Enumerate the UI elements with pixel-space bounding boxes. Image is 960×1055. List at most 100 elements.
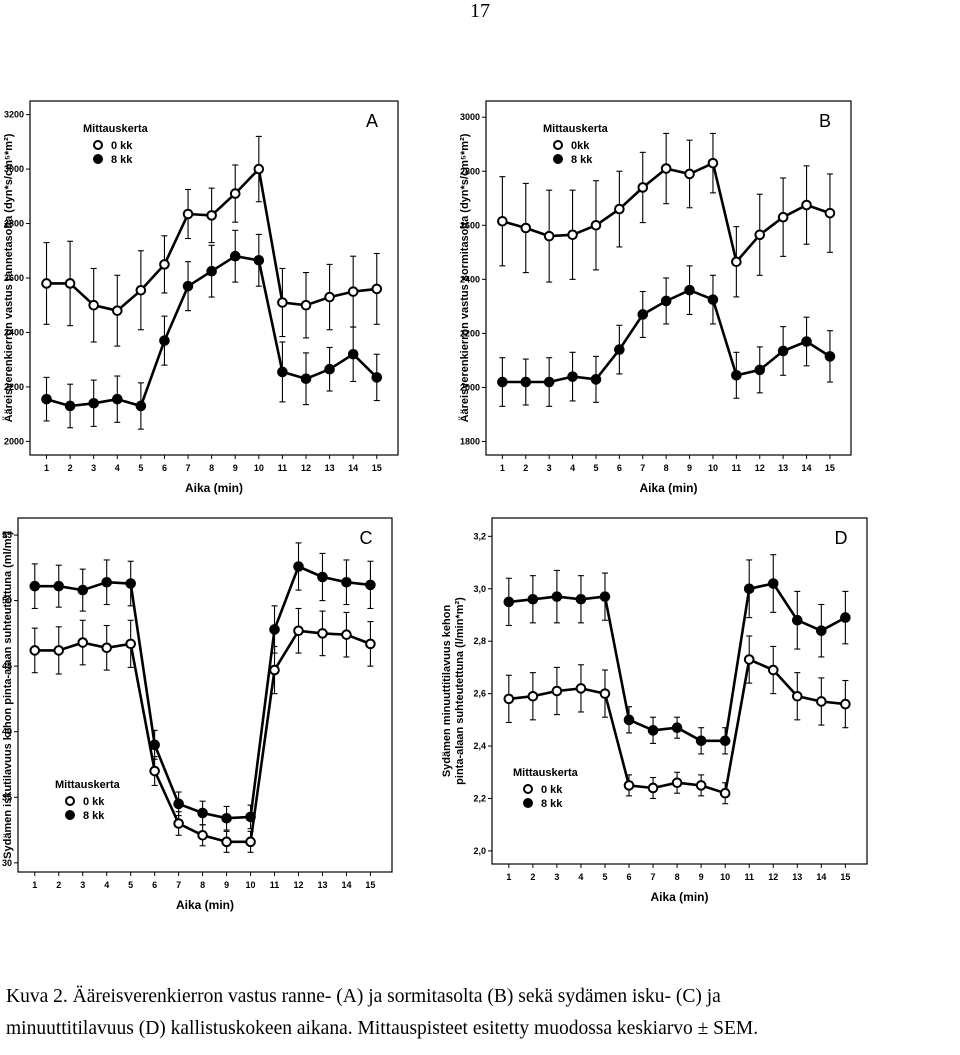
legend-title: Mittauskerta — [83, 123, 149, 135]
y-tick-label: 55 — [2, 530, 12, 540]
y-tick-label: 2800 — [460, 166, 480, 176]
y-tick-label: 2400 — [460, 274, 480, 284]
data-point — [575, 683, 587, 694]
data-point — [527, 690, 539, 702]
series-filled — [503, 554, 851, 755]
data-point — [623, 714, 635, 726]
x-tick-label: 10 — [708, 463, 718, 473]
data-point — [497, 215, 508, 227]
data-point — [767, 578, 779, 589]
data-point — [707, 294, 719, 305]
y-tick-label: 3,0 — [473, 584, 486, 594]
y-tick-label: 2200 — [4, 382, 24, 392]
data-point — [497, 376, 508, 388]
x-tick-label: 9 — [699, 872, 704, 882]
x-axis-label: Aika (min) — [176, 898, 234, 912]
data-point — [567, 229, 578, 241]
plot-frame — [491, 517, 868, 865]
x-tick-label: 5 — [128, 880, 133, 890]
series-filled — [41, 229, 383, 430]
data-point — [695, 780, 707, 791]
data-point — [371, 372, 383, 383]
y-tick-label: 2,8 — [473, 636, 486, 646]
data-point — [324, 291, 335, 303]
data-point — [365, 579, 376, 591]
y-tick-label: 2400 — [4, 327, 24, 337]
legend-marker — [65, 796, 75, 806]
data-point — [801, 336, 812, 347]
data-point — [543, 376, 555, 388]
legend-title: Mittauskerta — [543, 123, 609, 135]
y-tick-label: 3000 — [4, 164, 24, 174]
data-point — [341, 629, 352, 640]
x-tick-label: 1 — [506, 872, 511, 882]
data-point — [269, 664, 280, 676]
x-axis-label: Aika (min) — [185, 481, 243, 495]
x-tick-label: 14 — [348, 463, 358, 473]
x-tick-label: 8 — [675, 872, 680, 882]
data-point — [754, 364, 766, 376]
figure-caption: Kuva 2. Ääreisverenkierron vastus ranne-… — [6, 981, 956, 1045]
x-axis-label: Aika (min) — [639, 481, 697, 495]
data-point — [503, 596, 515, 608]
data-point — [317, 571, 328, 583]
data-point — [707, 157, 719, 169]
data-point — [767, 664, 779, 676]
y-axis-label: Ääreisverenkierron vastus sormitasolta (… — [458, 133, 471, 422]
data-point — [599, 591, 611, 602]
legend: Mittauskerta 0 kk 8 kk — [55, 779, 121, 822]
panel-label: C — [360, 528, 373, 548]
x-tick-label: 2 — [530, 872, 535, 882]
data-point — [754, 229, 766, 241]
x-tick-label: 12 — [755, 463, 765, 473]
y-axis-label: Sydämen minuuttitilavuus kehonpinta-alaa… — [441, 597, 466, 785]
y-tick-label: 3,2 — [473, 531, 486, 541]
x-tick-label: 4 — [115, 463, 120, 473]
y-tick-label: 35 — [2, 792, 12, 802]
data-point — [840, 698, 851, 710]
data-point — [221, 812, 232, 824]
y-tick-label: 2600 — [460, 220, 480, 230]
x-tick-label: 15 — [372, 463, 382, 473]
x-tick-label: 12 — [293, 880, 303, 890]
legend-marker — [93, 154, 103, 164]
x-tick-label: 13 — [778, 463, 788, 473]
data-point — [520, 222, 532, 234]
x-tick-label: 3 — [80, 880, 85, 890]
data-point — [824, 207, 836, 219]
data-point — [300, 373, 312, 385]
data-point — [840, 612, 851, 623]
legend-title: Mittauskerta — [55, 779, 121, 791]
data-point — [88, 397, 99, 409]
y-tick-label: 3200 — [4, 110, 24, 120]
y-tick-label: 1800 — [460, 436, 480, 446]
data-point — [614, 344, 625, 355]
data-point — [253, 255, 265, 266]
data-point — [660, 295, 672, 307]
data-point — [293, 625, 304, 637]
data-point — [29, 580, 41, 592]
x-tick-label: 8 — [200, 880, 205, 890]
data-point — [125, 578, 136, 589]
legend-marker — [65, 810, 75, 820]
data-point — [221, 836, 232, 848]
y-tick-label: 40 — [2, 727, 12, 737]
data-point — [135, 284, 147, 296]
x-tick-label: 6 — [152, 880, 157, 890]
panel-label: A — [366, 111, 378, 131]
x-tick-label: 10 — [720, 872, 730, 882]
y-tick-label: 2800 — [4, 219, 24, 229]
data-point — [277, 366, 288, 378]
data-point — [245, 836, 256, 848]
data-point — [647, 725, 659, 736]
data-point — [660, 163, 672, 174]
plot-frame — [17, 517, 393, 873]
data-point — [816, 625, 827, 637]
page-number: 17 — [470, 0, 490, 22]
x-tick-label: 5 — [593, 463, 598, 473]
y-tick-label: 2000 — [4, 436, 24, 446]
x-tick-label: 11 — [744, 872, 754, 882]
data-point — [671, 722, 683, 733]
data-point — [575, 593, 587, 605]
